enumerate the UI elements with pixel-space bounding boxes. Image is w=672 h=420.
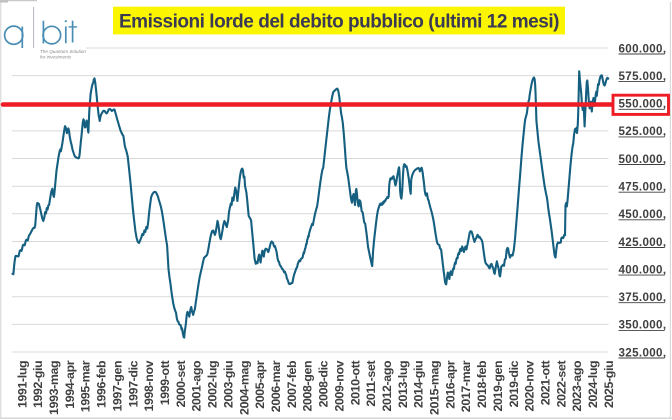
svg-text:2011-set: 2011-set (364, 361, 378, 407)
svg-text:2006-mar: 2006-mar (269, 360, 283, 412)
svg-text:1993-mag: 1993-mag (47, 361, 61, 415)
svg-text:375.000,: 375.000, (619, 291, 667, 304)
svg-text:325.000,: 325.000, (619, 346, 667, 359)
svg-text:500.000,: 500.000, (619, 153, 667, 166)
svg-text:2019-dic: 2019-dic (507, 360, 521, 407)
svg-text:1995-mar: 1995-mar (79, 360, 93, 412)
svg-text:525.000,: 525.000, (619, 125, 667, 138)
svg-text:575.000,: 575.000, (619, 70, 667, 83)
svg-text:2025-giu: 2025-giu (602, 361, 616, 408)
svg-text:1991-lug: 1991-lug (15, 361, 29, 408)
svg-text:2004-mag: 2004-mag (237, 361, 251, 415)
svg-text:2009-nov: 2009-nov (332, 360, 346, 411)
svg-text:1994-apr: 1994-apr (63, 360, 77, 408)
svg-text:2019-gen: 2019-gen (491, 361, 505, 412)
svg-text:2023-ago: 2023-ago (570, 360, 584, 411)
svg-text:1999-ott: 1999-ott (158, 361, 172, 406)
svg-text:1992-giu: 1992-giu (31, 361, 45, 408)
svg-text:Emissioni lorde del debito pub: Emissioni lorde del debito pubblico (ult… (119, 11, 559, 32)
svg-text:1997-dic: 1997-dic (126, 360, 140, 407)
svg-text:475.000,: 475.000, (619, 181, 667, 194)
svg-text:2015-mag: 2015-mag (428, 361, 442, 415)
svg-text:2022-set: 2022-set (554, 361, 568, 408)
svg-text:2020-nov: 2020-nov (523, 360, 537, 411)
svg-text:2014-giu: 2014-giu (412, 361, 426, 408)
svg-text:2002-lug: 2002-lug (206, 361, 220, 408)
svg-text:2021-ott: 2021-ott (539, 361, 553, 406)
svg-text:The Quantum Solution: The Quantum Solution (40, 49, 86, 54)
svg-text:2008-gen: 2008-gen (301, 361, 315, 412)
svg-text:for investments: for investments (40, 54, 72, 59)
svg-text:2005-apr: 2005-apr (253, 360, 267, 408)
svg-text:2007-feb: 2007-feb (285, 360, 299, 408)
svg-text:2017-mar: 2017-mar (459, 360, 473, 412)
svg-text:550.000,: 550.000, (619, 98, 667, 111)
svg-text:400.000,: 400.000, (619, 263, 667, 276)
svg-text:425.000,: 425.000, (619, 236, 667, 249)
svg-text:2024-lug: 2024-lug (586, 361, 600, 408)
svg-text:2012-ago: 2012-ago (380, 360, 394, 411)
svg-text:2003-giu: 2003-giu (221, 361, 235, 408)
svg-text:1997-gen: 1997-gen (110, 361, 124, 412)
svg-text:2016-apr: 2016-apr (443, 360, 457, 408)
svg-text:2000-set: 2000-set (174, 361, 188, 408)
svg-text:1996-feb: 1996-feb (95, 360, 109, 408)
svg-text:450.000,: 450.000, (619, 208, 667, 221)
svg-text:2008-dic: 2008-dic (317, 360, 331, 407)
svg-text:2010-ott: 2010-ott (348, 361, 362, 406)
svg-text:2001-ago: 2001-ago (190, 360, 204, 411)
svg-text:2013-lug: 2013-lug (396, 361, 410, 408)
svg-text:2018-feb: 2018-feb (475, 360, 489, 408)
svg-text:600.000,: 600.000, (619, 42, 667, 55)
svg-text:1998-nov: 1998-nov (142, 360, 156, 411)
svg-text:350.000,: 350.000, (619, 319, 667, 332)
